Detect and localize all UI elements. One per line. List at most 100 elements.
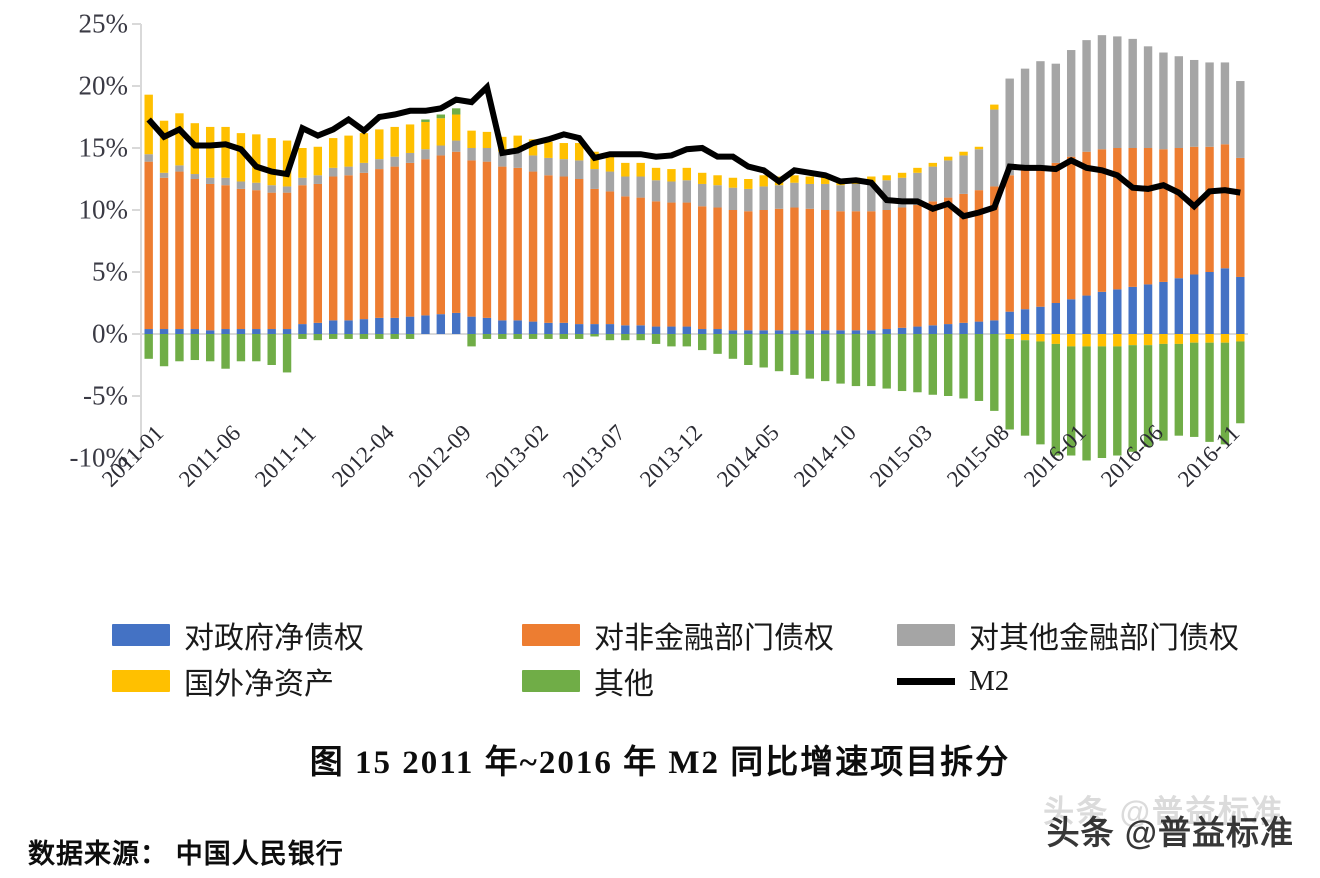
bar-segment (1082, 334, 1091, 347)
bar-segment (513, 167, 522, 321)
bar-segment (359, 334, 369, 339)
bar-segment (697, 183, 707, 207)
bar-segment (205, 126, 215, 178)
bar-segment (159, 120, 169, 173)
bar-segment (774, 334, 784, 372)
bar-segment (1236, 334, 1245, 342)
bar-segment (1143, 334, 1153, 346)
bar-segment (1189, 334, 1199, 343)
bar-segment (1143, 148, 1153, 285)
legend-item[interactable]: 国外净资产 (112, 659, 522, 703)
bar-segment (451, 140, 461, 152)
bar-segment (836, 185, 845, 212)
bar-segment (144, 154, 153, 162)
bar-segment (1205, 334, 1214, 343)
bar-segment (1005, 338, 1014, 430)
bar-segment (405, 316, 415, 334)
watermark: 头条 @普益标准 (1046, 814, 1294, 851)
bar-segment (436, 314, 446, 334)
bar-segment (790, 334, 799, 375)
bar-segment (1005, 334, 1014, 339)
bar-segment (1220, 268, 1230, 334)
bar-segment (405, 152, 415, 163)
bar-segment (344, 135, 353, 167)
bar-segment (897, 334, 907, 392)
bar-segment (528, 171, 538, 322)
bar-segment (1066, 334, 1076, 347)
bar-segment (421, 159, 430, 316)
y-tick-label: 15% (78, 132, 129, 163)
bar-segment (1236, 341, 1245, 424)
bar-segment (1066, 299, 1076, 334)
bar-segment (605, 334, 615, 341)
bar-segment (1220, 342, 1230, 445)
bar-segment (1036, 167, 1045, 307)
bar-segment (436, 114, 446, 119)
bar-segment (990, 334, 999, 411)
legend-item[interactable]: M2 (897, 665, 1272, 698)
bar-segment (728, 330, 738, 334)
bar-segment (959, 151, 968, 156)
y-tick-label: 20% (78, 70, 129, 101)
bar-segment (943, 160, 953, 198)
bar-segment (1189, 342, 1199, 437)
bar-segment (897, 177, 907, 208)
bar-segment (421, 149, 430, 160)
bar-segment (513, 135, 522, 152)
bar-segment (236, 188, 246, 330)
bar-segment (744, 330, 753, 334)
bar-segment (190, 329, 200, 334)
legend-line-swatch-icon (897, 677, 955, 685)
bar-segment (697, 334, 707, 351)
bar-segment (1189, 146, 1199, 275)
bar-segment (1128, 286, 1137, 334)
bar-segment (298, 334, 307, 339)
bar-segment (1113, 289, 1122, 334)
bar-segment (728, 177, 738, 188)
bar-segment (605, 171, 615, 192)
bar-segment (943, 324, 953, 334)
bar-segment (559, 159, 569, 177)
bar-segment (436, 155, 446, 315)
bar-segment (328, 138, 338, 168)
legend-item[interactable]: 对其他金融部门债权 (897, 613, 1272, 657)
legend-item[interactable]: 对非金融部门债权 (522, 613, 897, 657)
bar-segment (175, 171, 184, 330)
bar-segment (990, 320, 999, 334)
bar-segment (667, 202, 676, 327)
bar-segment (144, 334, 153, 359)
bar-segment (790, 182, 799, 208)
bar-segment (744, 334, 753, 365)
bar-segment (959, 155, 968, 194)
bar-segment (959, 193, 968, 323)
bar-segment (759, 175, 768, 187)
bar-segment (820, 210, 830, 331)
bar-segment (544, 334, 553, 339)
bar-segment (159, 172, 169, 178)
bar-segment (528, 321, 538, 334)
bar-segment (913, 334, 922, 393)
bar-segment (236, 181, 246, 189)
bar-segment (313, 322, 323, 334)
legend-item[interactable]: 对政府净债权 (112, 613, 522, 657)
legend-item[interactable]: 其他 (522, 659, 897, 703)
bar-segment (913, 205, 922, 327)
bar-segment (1174, 148, 1184, 279)
bar-segment (498, 166, 507, 321)
bar-segment (943, 156, 953, 161)
bar-segment (636, 197, 645, 326)
bar-segment (805, 334, 815, 379)
bar-segment (359, 133, 369, 163)
bar-segment (621, 176, 630, 197)
bar-segment (282, 140, 292, 187)
bar-segment (1097, 35, 1107, 150)
bar-segment (482, 131, 492, 148)
bar-segment (636, 325, 645, 334)
bar-segment (252, 329, 261, 334)
bar-segment (267, 192, 276, 330)
bar-segment (467, 130, 476, 148)
bar-segment (1097, 334, 1107, 347)
bar-segment (759, 330, 768, 334)
bar-segment (1051, 343, 1061, 456)
bar-segment (221, 334, 230, 369)
